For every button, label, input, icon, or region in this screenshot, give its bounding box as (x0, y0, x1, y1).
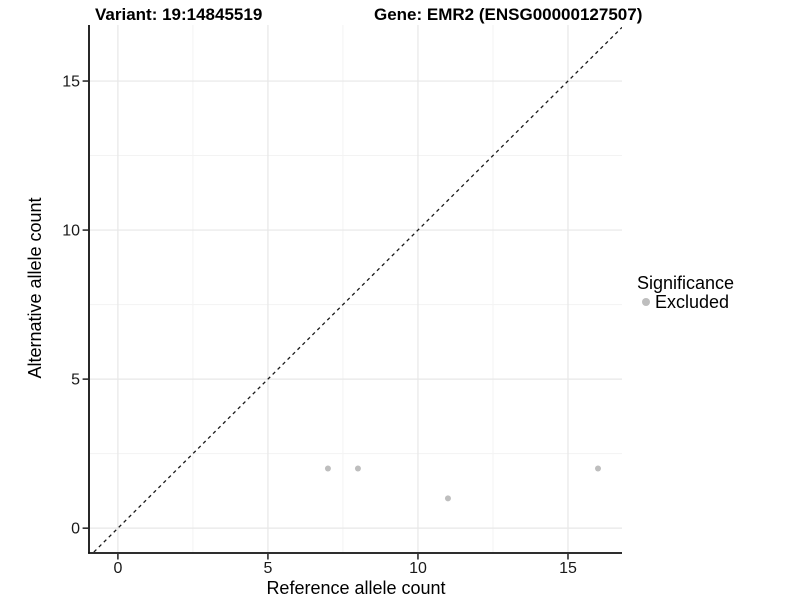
plot-panel (90, 25, 622, 552)
x-tick-label: 10 (409, 560, 427, 577)
data-point (444, 495, 451, 502)
x-tick-label: 15 (559, 560, 577, 577)
gridlines-minor (90, 25, 622, 552)
legend-title: Significance (637, 273, 734, 293)
y-tick-label: 15 (62, 74, 80, 91)
y-axis-title: Alternative allele count (25, 197, 45, 378)
data-point (324, 465, 331, 472)
identity-reference-line-layer (93, 26, 622, 552)
plot-title-variant: Variant: 19:14845519 (95, 5, 262, 24)
y-tick-label: 10 (62, 223, 80, 240)
y-tick-label: 0 (71, 521, 80, 538)
x-tick-label: 5 (263, 560, 272, 577)
data-point (354, 465, 361, 472)
identity-dashed-line (93, 26, 622, 552)
x-axis-title: Reference allele count (266, 578, 445, 598)
plot-title-gene: Gene: EMR2 (ENSG00000127507) (374, 5, 642, 24)
axes-layer (82, 25, 622, 560)
tick-labels-layer: 0 5 10 15 0 5 10 15 (62, 74, 577, 577)
data-points-layer (324, 465, 601, 502)
x-tick-label: 0 (113, 560, 122, 577)
legend-item-excluded: Excluded (642, 292, 729, 312)
y-tick-label: 5 (71, 372, 80, 389)
legend-key-dot-icon (642, 298, 650, 306)
data-point (594, 465, 601, 472)
legend: Significance Excluded (637, 273, 734, 312)
legend-item-label: Excluded (655, 292, 729, 312)
gridlines-major (90, 25, 622, 552)
